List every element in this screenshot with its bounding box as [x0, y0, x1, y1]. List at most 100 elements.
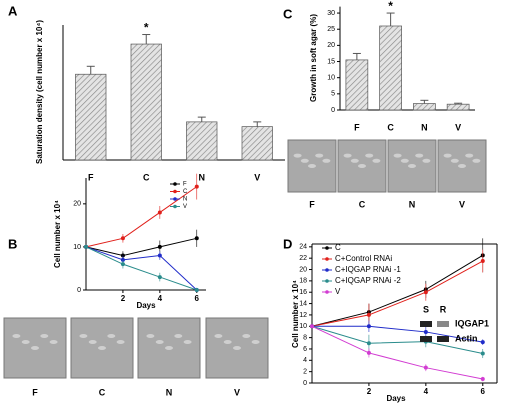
y-tick-label: 12 [299, 312, 307, 319]
point [194, 288, 199, 292]
blot-band [420, 336, 432, 342]
legend-marker [173, 189, 177, 194]
legend-marker [325, 268, 329, 272]
cell [322, 158, 331, 163]
cell [293, 153, 302, 158]
micrograph-label: N [409, 199, 416, 209]
y-tick-label: 22 [299, 255, 307, 262]
cell [155, 340, 164, 344]
cell [21, 340, 30, 344]
y-tick-label: 10 [327, 75, 335, 82]
cell [350, 158, 359, 163]
cell [79, 334, 88, 338]
cell [443, 153, 452, 158]
point [366, 312, 371, 317]
x-tick-label: F [88, 172, 94, 182]
cell [315, 153, 324, 158]
point [157, 253, 162, 258]
cell [40, 334, 49, 338]
y-tick-label: 20 [299, 266, 307, 273]
cell [12, 334, 21, 338]
point [423, 329, 428, 334]
y-tick-label: 20 [327, 42, 335, 49]
point [194, 236, 199, 241]
micrograph-label: F [32, 387, 38, 397]
legend-marker [325, 279, 329, 283]
blot-band [437, 321, 449, 327]
y-tick-label: 0 [303, 380, 307, 387]
point [120, 253, 125, 258]
cell [174, 334, 183, 338]
x-tick-label: 4 [424, 387, 429, 396]
x-tick-label: C [387, 122, 394, 132]
bar [379, 25, 402, 111]
legend-label: C+IQGAP RNAi -1 [335, 265, 401, 274]
legend-label: C+IQGAP RNAi -2 [335, 276, 401, 285]
point [194, 184, 199, 189]
point [480, 340, 485, 345]
y-tick-label: 25 [327, 26, 335, 33]
point [366, 324, 371, 329]
cell [223, 340, 232, 344]
panel-label: B [8, 236, 17, 251]
point [120, 262, 125, 267]
cell [400, 158, 409, 163]
bar [345, 59, 369, 111]
legend-label: V [335, 287, 341, 296]
bar [186, 121, 218, 161]
cell [233, 346, 241, 350]
point [157, 275, 162, 280]
bar [241, 126, 273, 161]
cell [31, 346, 39, 350]
series-line [85, 186, 198, 248]
y-tick-label: 10 [299, 323, 307, 330]
micrograph-label: C [359, 199, 366, 209]
cell [372, 158, 381, 163]
point [423, 290, 428, 295]
series-line [85, 237, 197, 257]
y-axis-label: Saturation density (cell number x 10⁴) [35, 20, 44, 164]
significance-marker: * [144, 21, 149, 35]
point [120, 236, 125, 241]
bar [130, 43, 162, 161]
bar [446, 103, 470, 111]
y-tick-label: 0 [331, 107, 335, 114]
blot-band-label: Actin [455, 333, 478, 343]
cell [365, 153, 374, 158]
legend-label: V [183, 204, 187, 210]
panel-label: D [283, 236, 292, 251]
cell [183, 340, 192, 344]
cell [472, 158, 481, 163]
cell [393, 153, 402, 158]
cell [146, 334, 155, 338]
y-tick-label: 8 [303, 334, 307, 341]
series-line [311, 260, 484, 327]
x-tick-label: 6 [195, 294, 200, 303]
cell [465, 153, 474, 158]
panel-label: A [8, 3, 18, 18]
point [310, 324, 314, 329]
point [480, 259, 485, 264]
series-line [311, 254, 484, 327]
point [423, 365, 428, 370]
y-axis-label: Cell number x 10⁴ [291, 280, 300, 348]
series-line [311, 325, 483, 354]
y-tick-label: 4 [303, 357, 307, 364]
series-line [312, 325, 483, 343]
series-line [311, 325, 483, 380]
significance-marker: * [388, 0, 393, 13]
legend-marker [325, 290, 329, 294]
y-axis-label: Cell number x 10⁴ [53, 200, 62, 268]
legend-label: C [335, 243, 341, 252]
legend-marker [173, 182, 177, 186]
blot-lane-label: R [440, 304, 447, 314]
cell [88, 340, 97, 344]
cell [251, 340, 260, 344]
cell [308, 164, 316, 168]
x-tick-label: C [143, 172, 150, 182]
cell [358, 164, 366, 168]
y-tick-label: 10 [73, 244, 81, 251]
cell [49, 340, 58, 344]
x-tick-label: V [254, 172, 260, 182]
